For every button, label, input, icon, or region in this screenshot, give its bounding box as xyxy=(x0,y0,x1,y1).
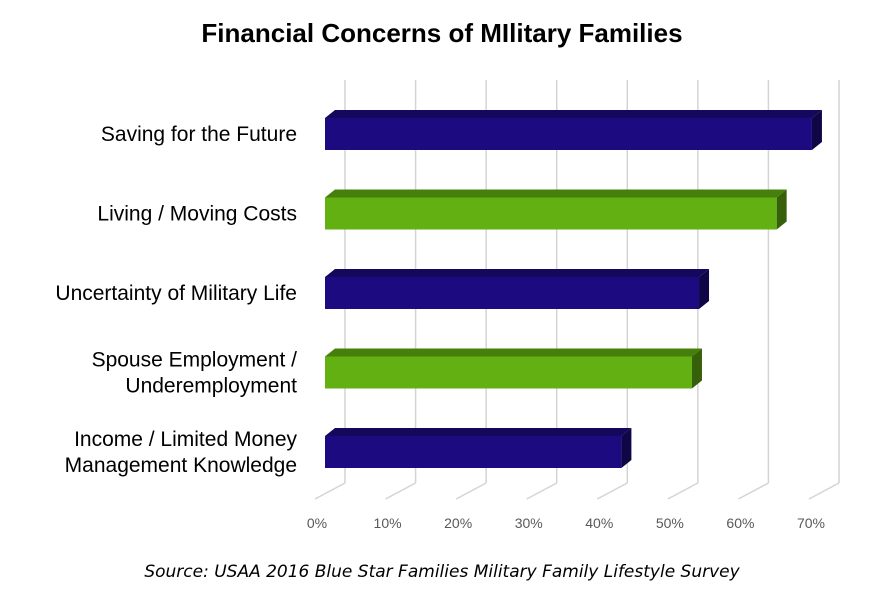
bar xyxy=(325,277,700,309)
x-tick-label: 40% xyxy=(585,515,613,531)
category-label: Living / Moving Costs xyxy=(97,203,297,226)
bar-side xyxy=(811,110,822,150)
bar-side xyxy=(699,269,710,309)
bar-chart: 0% 10% 20% 30% 40% 50% 60% 70% Saving for the F… xyxy=(55,80,840,531)
bar-side xyxy=(776,189,787,230)
bar-top xyxy=(325,110,822,118)
category-label: Underemployment xyxy=(125,375,297,398)
source-note: Source: USAA 2016 Blue Star Families Mil… xyxy=(144,562,740,582)
x-axis-ticks: 0% 10% 20% 30% 40% 50% 60% 70% xyxy=(307,515,825,531)
gridline-floor xyxy=(526,482,558,500)
bar xyxy=(325,436,622,468)
bar-top xyxy=(325,348,702,357)
x-tick-label: 0% xyxy=(307,515,327,531)
gridline-floor xyxy=(596,482,628,500)
gridline-floor xyxy=(385,482,416,500)
bar xyxy=(325,118,812,150)
bar-side xyxy=(621,428,632,468)
bar xyxy=(325,197,777,230)
gridline-floor xyxy=(738,482,769,500)
bar-top xyxy=(325,189,787,198)
category-labels: Saving for the Future Living / Moving Cos… xyxy=(55,123,297,477)
category-label: Income / Limited Money xyxy=(74,428,297,451)
x-tick-label: 50% xyxy=(656,515,684,531)
category-label: Spouse Employment / xyxy=(92,349,298,372)
x-tick-label: 60% xyxy=(726,515,754,531)
bar-top xyxy=(325,269,710,277)
x-tick-label: 10% xyxy=(374,515,402,531)
x-tick-label: 70% xyxy=(797,515,825,531)
gridline-floor xyxy=(808,482,840,500)
category-label: Uncertainty of Military Life xyxy=(55,282,297,305)
gridline-floor xyxy=(314,482,346,500)
category-label: Saving for the Future xyxy=(101,123,297,146)
x-tick-label: 20% xyxy=(444,515,472,531)
bar xyxy=(325,356,692,389)
category-label: Management Knowledge xyxy=(65,454,297,477)
x-tick-label: 30% xyxy=(515,515,543,531)
bars xyxy=(325,110,822,468)
gridline-floor xyxy=(455,482,487,500)
bar-top xyxy=(325,428,632,436)
chart-title: Financial Concerns of MIlitary Families xyxy=(201,18,683,48)
gridline-floor xyxy=(667,482,699,500)
bar-side xyxy=(691,348,702,389)
